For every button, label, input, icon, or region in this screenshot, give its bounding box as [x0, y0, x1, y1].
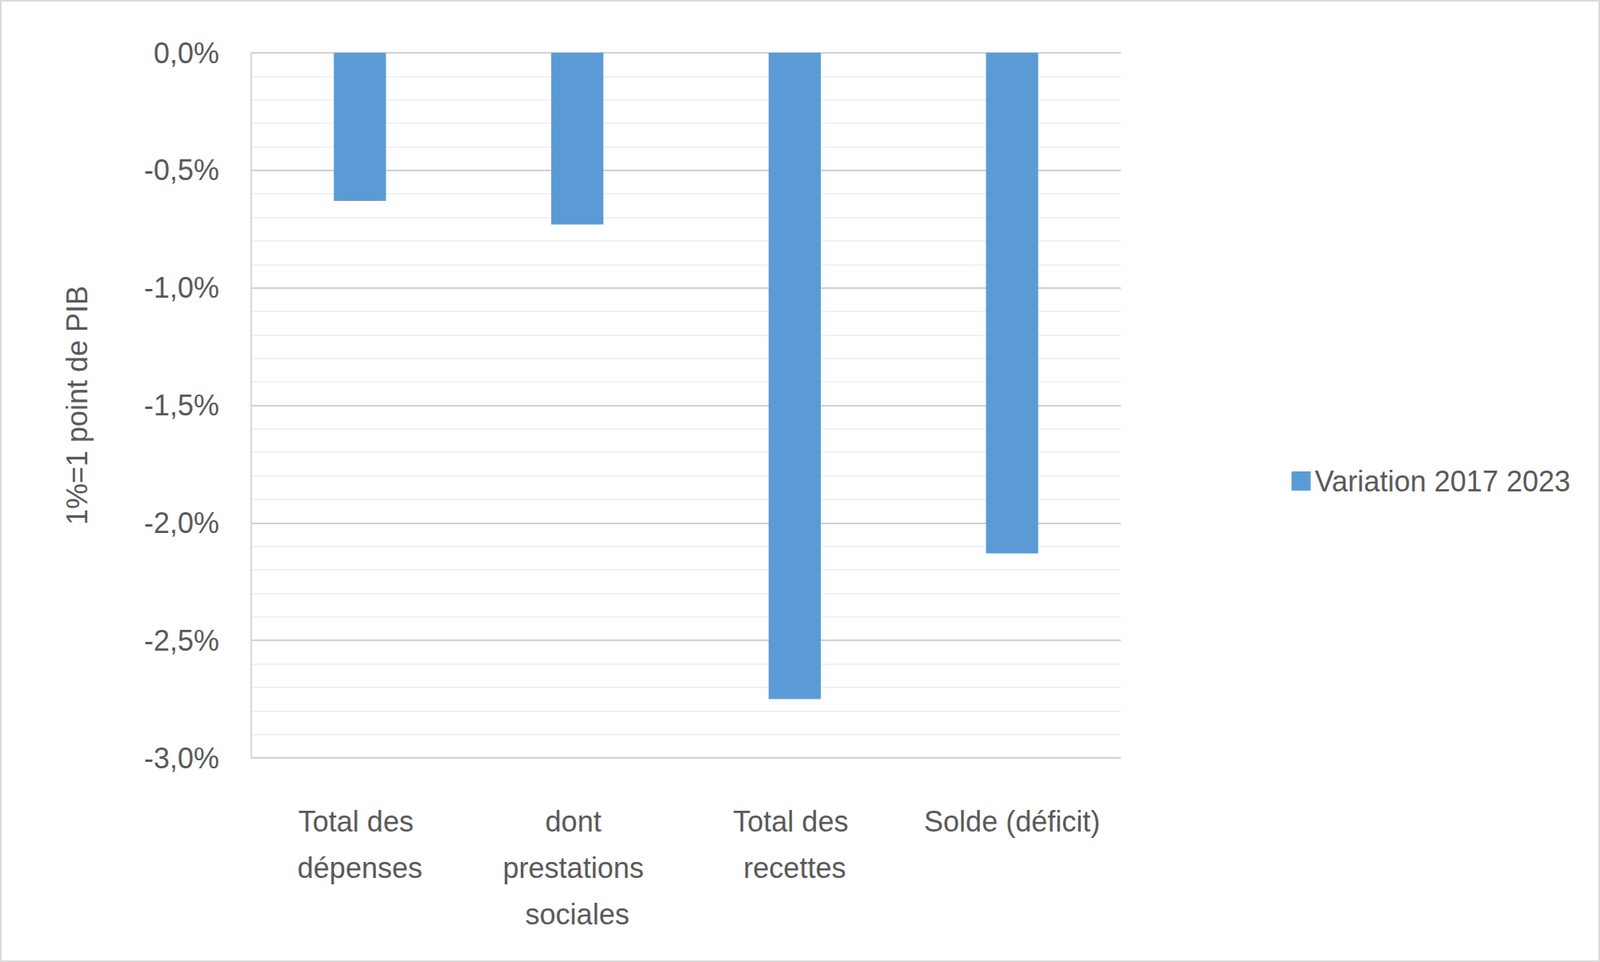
svg-text:-0,5%: -0,5% — [144, 153, 220, 187]
svg-text:prestations: prestations — [503, 851, 652, 884]
svg-text:-1,0%: -1,0% — [144, 271, 220, 304]
svg-text:Total des: Total des — [732, 804, 856, 838]
svg-text:dont: dont — [545, 804, 610, 838]
svg-text:Variation 2017 2023: Variation 2017 2023 — [1314, 464, 1571, 498]
svg-text:Solde (déficit): Solde (déficit) — [924, 804, 1100, 838]
svg-text:recettes: recettes — [743, 851, 846, 884]
svg-text:1%=1 point de PIB: 1%=1 point de PIB — [60, 285, 94, 525]
svg-text:Total des: Total des — [298, 804, 422, 838]
svg-text:sociales: sociales — [525, 897, 630, 931]
svg-text:0,0%: 0,0% — [153, 36, 220, 70]
svg-text:dépenses: dépenses — [297, 851, 423, 884]
svg-text:-3,0%: -3,0% — [144, 741, 220, 775]
svg-text:-1,5%: -1,5% — [144, 388, 220, 422]
svg-text:-2,0%: -2,0% — [144, 506, 220, 540]
svg-text:-2,5%: -2,5% — [144, 624, 220, 657]
